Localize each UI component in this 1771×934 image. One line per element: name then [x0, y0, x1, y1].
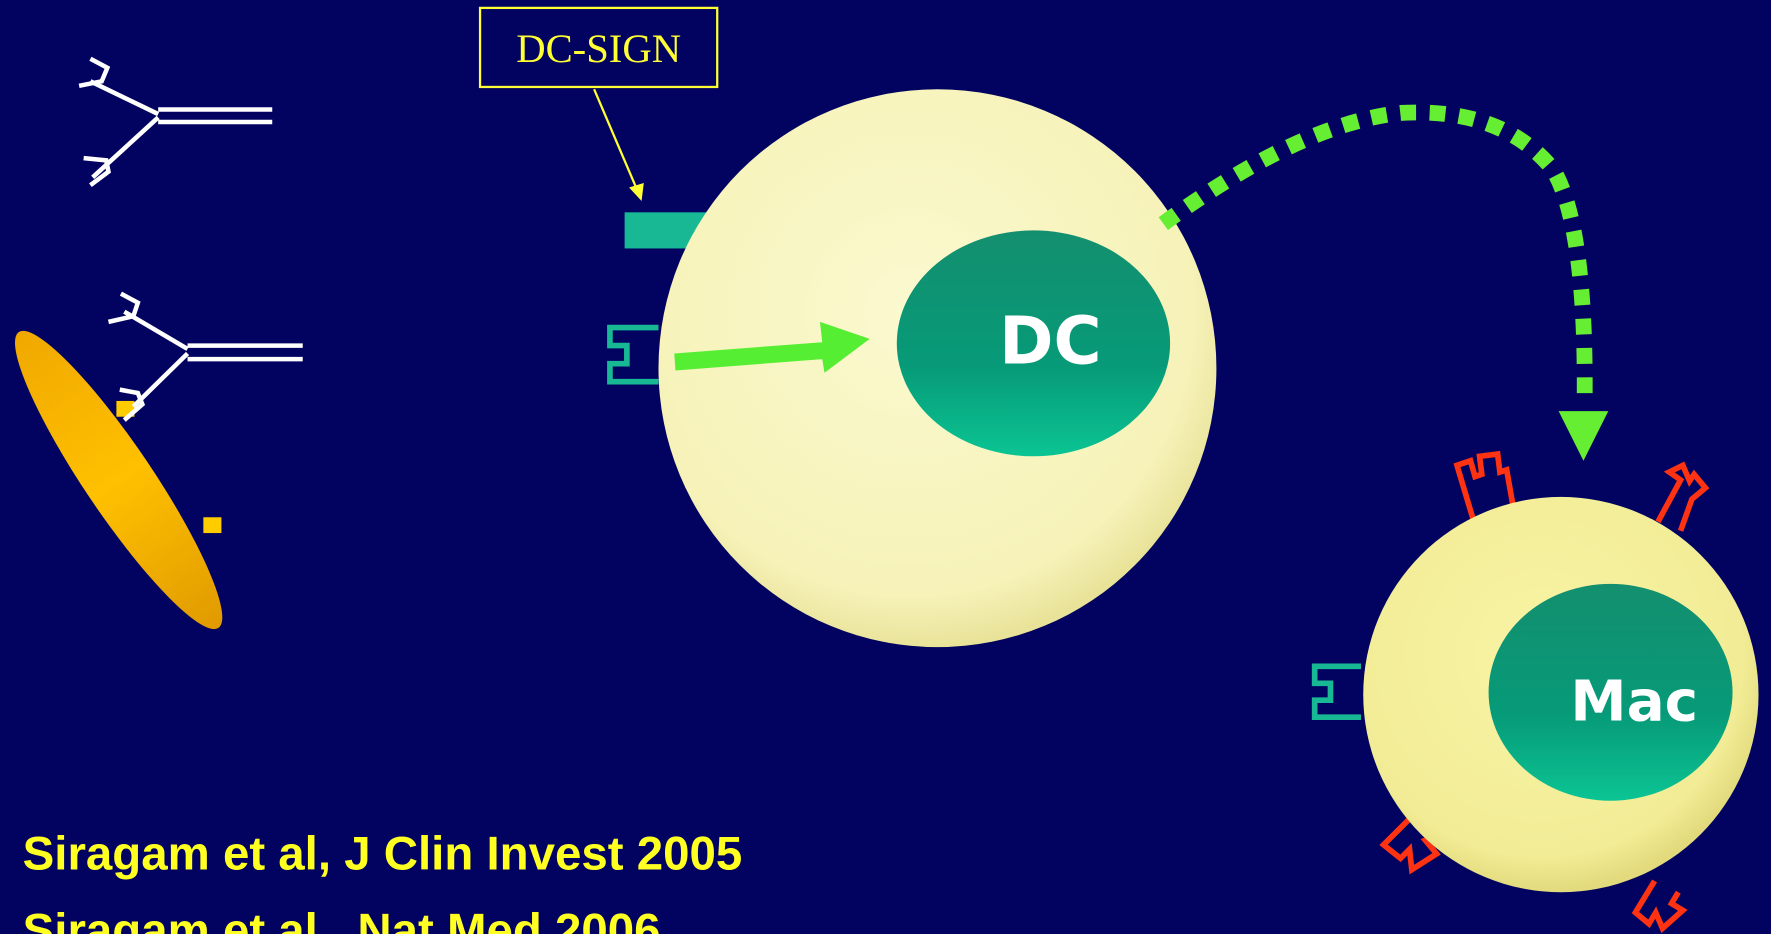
antibody	[107, 291, 303, 422]
cell-label: Mac	[1570, 670, 1698, 735]
mac-nucleus	[1488, 583, 1733, 801]
internalization-arrow	[674, 321, 870, 373]
callout-box	[478, 6, 719, 89]
callout-line	[593, 88, 639, 191]
dc-nucleus	[896, 230, 1171, 457]
reference: Siragam et al, J Clin Invest 2005	[23, 828, 743, 881]
cell-label: DC	[999, 304, 1101, 380]
receptor	[607, 324, 659, 385]
receptor	[1311, 663, 1361, 720]
callout-label: DC-SIGN	[516, 26, 681, 71]
antibody	[78, 56, 273, 188]
fc-receptors	[1379, 450, 1710, 934]
migration-arrowhead	[1558, 411, 1609, 461]
platelet-antigen	[203, 517, 222, 534]
platelet	[14, 330, 223, 630]
reference: Siragam et al., Nat Med 2006	[23, 904, 661, 934]
callout-arrowhead	[629, 182, 644, 202]
